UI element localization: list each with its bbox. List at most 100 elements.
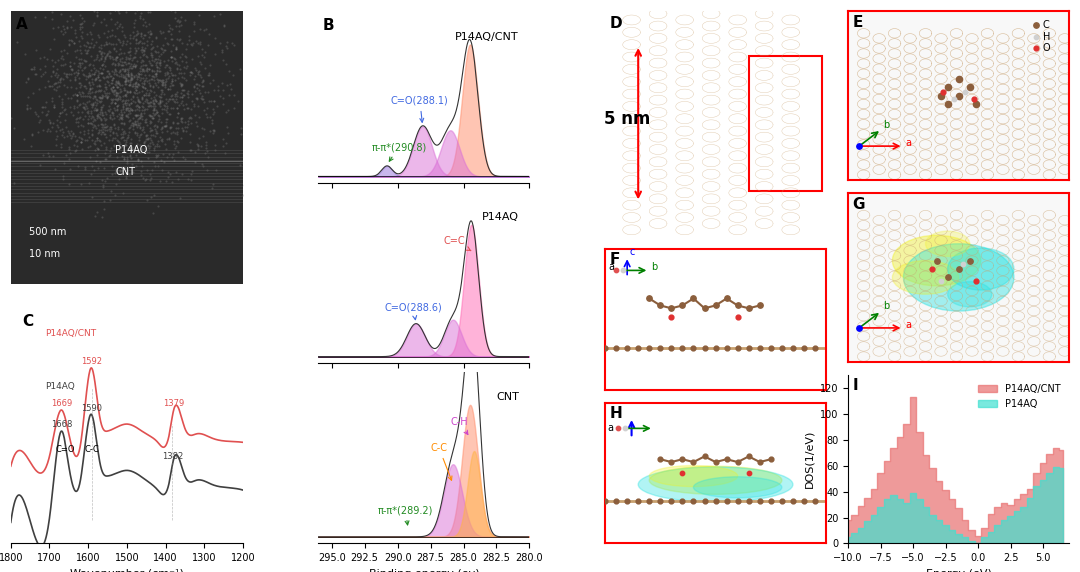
Point <box>148 126 165 136</box>
Point <box>153 105 171 114</box>
Point <box>114 100 132 109</box>
Point <box>106 54 123 63</box>
Point <box>83 51 100 60</box>
Point <box>167 95 185 104</box>
Point <box>157 120 174 129</box>
Point <box>140 70 158 79</box>
Point <box>35 150 52 159</box>
Point <box>194 76 212 85</box>
Point <box>87 136 105 145</box>
Point <box>51 125 68 134</box>
Point <box>140 89 158 98</box>
Point <box>58 22 76 31</box>
Point <box>113 109 131 118</box>
Point <box>104 114 121 123</box>
Point <box>132 64 149 73</box>
Point <box>163 95 180 104</box>
Point <box>94 93 111 102</box>
Point <box>160 72 177 81</box>
Point <box>143 98 160 107</box>
Point <box>99 73 117 82</box>
Point <box>84 161 102 170</box>
Point <box>932 91 949 100</box>
Point <box>172 17 189 26</box>
Point <box>75 98 92 108</box>
Point <box>63 35 80 45</box>
Point <box>109 78 126 88</box>
Point <box>85 43 103 52</box>
Point <box>205 108 222 117</box>
Point <box>58 83 76 92</box>
Point <box>160 85 177 94</box>
Point <box>113 58 131 67</box>
Point <box>149 117 166 126</box>
Point <box>68 45 85 54</box>
Point <box>193 45 211 54</box>
Point <box>123 59 140 69</box>
Point <box>85 165 103 174</box>
Point <box>84 99 102 108</box>
Point <box>212 92 229 101</box>
Point <box>107 86 124 95</box>
Point <box>168 108 186 117</box>
Point <box>141 118 159 127</box>
Point <box>129 110 146 120</box>
Point <box>129 122 146 132</box>
Point <box>108 23 125 33</box>
Point <box>180 31 198 40</box>
Point <box>173 12 190 21</box>
Point <box>773 343 791 352</box>
Point <box>92 105 109 114</box>
Point <box>187 148 204 157</box>
Point <box>77 111 94 120</box>
Text: 1668: 1668 <box>51 420 72 429</box>
Point <box>64 110 81 119</box>
Point <box>92 93 109 102</box>
Point <box>97 89 114 98</box>
Point <box>190 38 207 47</box>
Point <box>136 83 153 92</box>
Point <box>156 89 173 98</box>
Point <box>610 424 627 433</box>
Point <box>120 112 137 121</box>
Point <box>112 113 130 122</box>
Point <box>125 120 143 129</box>
Point <box>124 92 141 101</box>
Point <box>124 113 141 122</box>
Point <box>191 85 208 94</box>
Point <box>126 105 144 114</box>
Point <box>151 76 168 85</box>
Point <box>108 164 125 173</box>
Point <box>144 37 161 46</box>
Point <box>94 121 111 130</box>
Point <box>192 93 210 102</box>
Point <box>107 98 124 107</box>
Text: H: H <box>609 406 622 421</box>
Point <box>162 104 179 113</box>
Point <box>718 343 735 352</box>
Point <box>161 65 178 74</box>
Point <box>159 115 176 124</box>
Point <box>141 124 159 133</box>
Point <box>108 102 125 111</box>
Point <box>153 108 171 117</box>
Point <box>156 34 173 43</box>
Point <box>116 118 133 128</box>
Point <box>203 184 220 193</box>
Point <box>143 101 160 110</box>
Point <box>98 66 116 76</box>
Point <box>126 143 144 152</box>
Point <box>116 141 133 150</box>
Point <box>49 116 66 125</box>
Point <box>118 101 135 110</box>
Point <box>109 0 126 3</box>
Point <box>106 43 123 53</box>
Point <box>113 114 131 124</box>
Point <box>76 99 93 108</box>
Point <box>127 110 145 120</box>
Point <box>159 101 176 110</box>
Point <box>87 133 105 142</box>
Point <box>163 57 180 66</box>
Point <box>145 102 162 111</box>
Point <box>129 140 146 149</box>
